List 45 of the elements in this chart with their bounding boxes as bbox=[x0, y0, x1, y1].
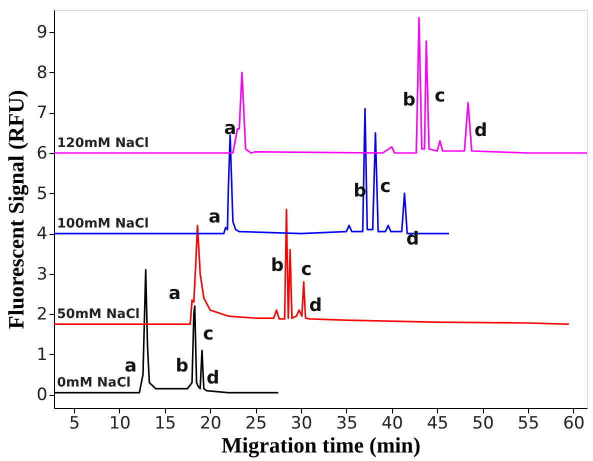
y-tick-label: 9 bbox=[36, 22, 48, 43]
annotation: a bbox=[224, 118, 236, 139]
x-tick-label: 20 bbox=[200, 414, 222, 434]
y-tick-label: 2 bbox=[36, 304, 48, 325]
y-tick-label: 6 bbox=[36, 144, 48, 164]
x-tick-label: 40 bbox=[381, 414, 404, 434]
x-axis-title: Migration time (min) bbox=[221, 432, 421, 458]
x-tick-label: 15 bbox=[154, 414, 176, 434]
y-tick-label: 1 bbox=[36, 344, 48, 365]
annotation: d bbox=[406, 228, 420, 250]
x-tick-label: 25 bbox=[245, 414, 267, 434]
series-label: 0mM NaCl bbox=[57, 376, 131, 391]
y-tick-label: 7 bbox=[36, 103, 48, 124]
annotation: a bbox=[124, 356, 137, 377]
y-tick-label: 3 bbox=[36, 264, 48, 284]
annotation: a bbox=[168, 283, 181, 304]
y-tick-label: 8 bbox=[36, 62, 48, 83]
annotation: d bbox=[206, 368, 220, 389]
x-tick-label: 35 bbox=[336, 414, 358, 434]
x-tick-label: 10 bbox=[109, 414, 131, 434]
annotation: b bbox=[270, 254, 284, 276]
annotation: a bbox=[208, 206, 221, 228]
series-label: 50mM NaCl bbox=[57, 307, 140, 322]
series-label: 100mM NaCl bbox=[57, 216, 149, 232]
y-tick-label: 4 bbox=[36, 224, 48, 244]
annotation: c bbox=[380, 176, 391, 198]
x-tick-label: 5 bbox=[69, 414, 80, 434]
series-label: 120mM NaCl bbox=[57, 136, 149, 152]
annotation: b bbox=[176, 356, 189, 377]
y-axis-title: Fluorescent Signal (RFU) bbox=[4, 90, 29, 330]
line-series bbox=[53, 208, 570, 326]
x-tick-label: 55 bbox=[518, 414, 540, 434]
y-tick-label: 5 bbox=[36, 184, 48, 204]
annotation: d bbox=[474, 120, 488, 141]
line-series bbox=[53, 16, 588, 154]
x-tick-label: 45 bbox=[426, 414, 448, 434]
y-tick-label: 0 bbox=[36, 385, 48, 406]
x-tick-label: 30 bbox=[290, 414, 312, 434]
annotation: c bbox=[301, 258, 312, 280]
x-tick-label: 50 bbox=[472, 414, 494, 434]
annotation: c bbox=[434, 86, 446, 107]
annotation: c bbox=[203, 323, 214, 344]
annotation: b bbox=[402, 90, 416, 111]
annotation: d bbox=[309, 295, 322, 316]
x-tick-label: 60 bbox=[563, 414, 585, 434]
